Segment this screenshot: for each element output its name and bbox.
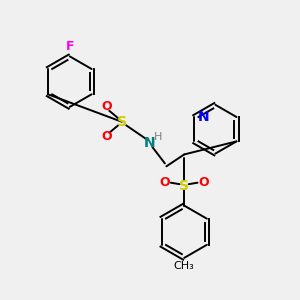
Text: N: N — [197, 110, 209, 124]
Text: H: H — [154, 132, 163, 142]
Text: F: F — [65, 40, 74, 53]
Text: S: S — [117, 115, 127, 129]
Text: O: O — [160, 176, 170, 189]
Text: S: S — [179, 179, 189, 193]
Text: O: O — [198, 176, 209, 189]
Text: O: O — [102, 100, 112, 113]
Text: N: N — [144, 136, 156, 150]
Text: CH₃: CH₃ — [174, 262, 195, 272]
Text: O: O — [102, 130, 112, 143]
